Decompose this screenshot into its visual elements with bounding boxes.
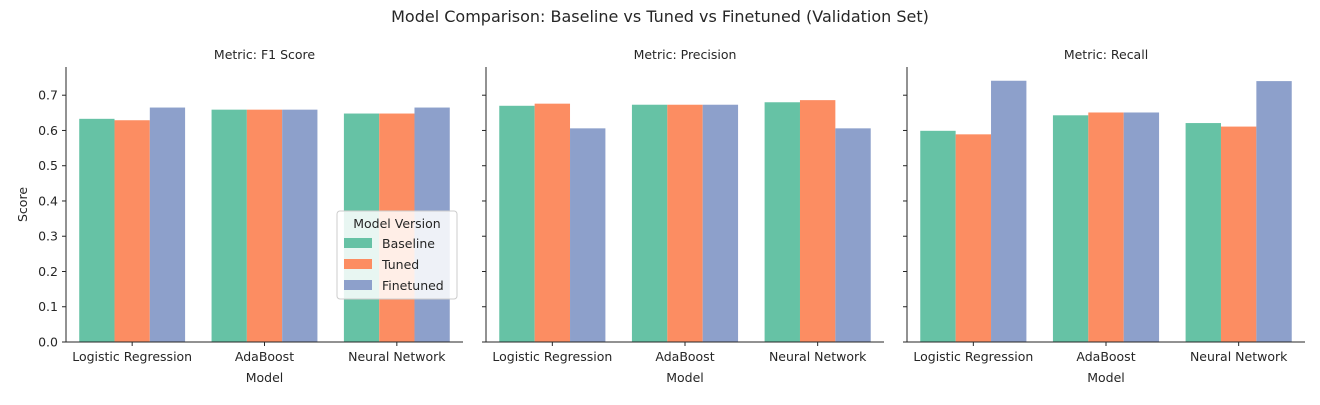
bar-baseline <box>631 104 668 342</box>
bar-finetuned <box>835 128 871 342</box>
x-axis-label: Model <box>666 370 704 385</box>
x-tick-label: AdaBoost <box>235 349 294 364</box>
legend-swatch-finetuned <box>344 280 372 290</box>
y-tick-label: 0.6 <box>38 123 58 138</box>
bar-baseline <box>764 102 800 342</box>
bar-baseline <box>211 109 247 343</box>
legend-label: Tuned <box>381 257 419 272</box>
y-axis-label: Score <box>15 187 30 222</box>
legend-title: Model Version <box>353 216 440 231</box>
y-tick-label: 0.3 <box>38 229 58 244</box>
bar-finetuned <box>282 109 318 343</box>
y-tick-label: 0.2 <box>38 264 58 279</box>
panel-title: Metric: Precision <box>634 47 737 62</box>
x-axis-label: Model <box>246 370 284 385</box>
x-tick-label: Logistic Regression <box>492 349 612 364</box>
x-tick-label: Logistic Regression <box>913 349 1033 364</box>
legend-swatch-baseline <box>344 238 372 248</box>
bar-finetuned <box>149 107 186 343</box>
x-tick-label: AdaBoost <box>1076 349 1135 364</box>
x-tick-label: Neural Network <box>348 349 446 364</box>
chart-title: Model Comparison: Baseline vs Tuned vs F… <box>391 7 929 26</box>
x-tick-label: Logistic Regression <box>72 349 192 364</box>
x-axis-label: Model <box>1087 370 1125 385</box>
bar-finetuned <box>702 104 739 342</box>
bar-tuned <box>667 104 703 342</box>
y-tick-label: 0.1 <box>38 299 58 314</box>
bar-baseline <box>1052 115 1089 342</box>
y-tick-label: 0.5 <box>38 158 58 173</box>
y-tick-label: 0.0 <box>38 335 58 350</box>
y-tick-label: 0.7 <box>38 88 58 103</box>
x-tick-label: AdaBoost <box>655 349 714 364</box>
legend-label: Finetuned <box>382 278 444 293</box>
bar-tuned <box>114 120 150 342</box>
x-tick-label: Neural Network <box>1190 349 1288 364</box>
x-tick-label: Neural Network <box>769 349 867 364</box>
bar-baseline <box>920 130 956 342</box>
bar-finetuned <box>991 80 1027 342</box>
y-tick-label: 0.4 <box>38 193 58 208</box>
bar-tuned <box>246 109 283 343</box>
bar-finetuned <box>1256 81 1292 342</box>
legend-label: Baseline <box>382 236 435 251</box>
bar-baseline <box>1185 123 1221 342</box>
bar-tuned <box>1088 112 1124 342</box>
bar-finetuned <box>1123 112 1160 342</box>
bar-baseline <box>79 118 115 342</box>
bar-baseline <box>499 105 535 343</box>
legend-swatch-tuned <box>344 259 372 269</box>
bar-tuned <box>799 100 836 343</box>
panel-title: Metric: F1 Score <box>214 47 315 62</box>
bar-tuned <box>534 103 571 343</box>
bar-tuned <box>955 134 992 342</box>
bar-finetuned <box>570 128 606 342</box>
panel-title: Metric: Recall <box>1064 47 1148 62</box>
bar-tuned <box>1220 126 1257 342</box>
legend-box <box>336 210 458 300</box>
